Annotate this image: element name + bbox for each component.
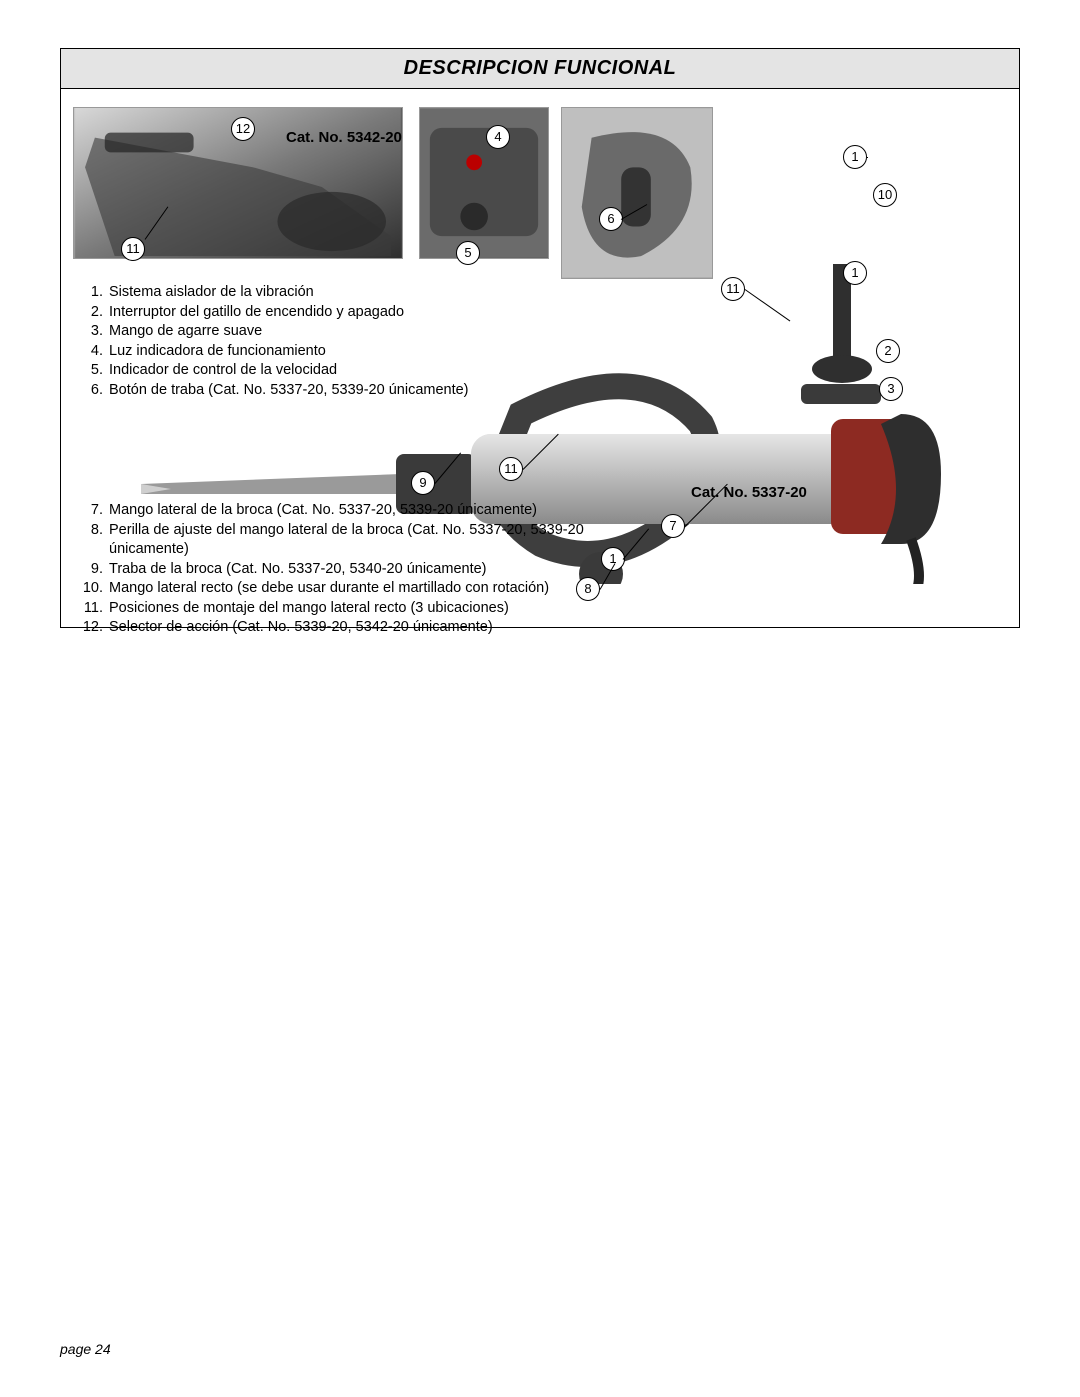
list-item: 1.Sistema aislador de la vibración — [81, 283, 481, 303]
callout-10: 10 — [873, 183, 897, 207]
list-item: 3.Mango de agarre suave — [81, 322, 481, 342]
callout-1-b: 1 — [843, 261, 867, 285]
closeup-illustration — [420, 108, 548, 258]
feature-list-2: 7.Mango lateral de la broca (Cat. No. 53… — [81, 501, 601, 638]
callout-3: 3 — [879, 377, 903, 401]
list-item: 5.Indicador de control de la velocidad — [81, 361, 481, 381]
callout-1-a: 1 — [843, 145, 867, 169]
handle-closeup-illustration — [562, 108, 712, 278]
diagram-content: Cat. No. 5342-20 Cat. No. 5337-20 12 11 … — [61, 89, 1019, 629]
section-title: DESCRIPCION FUNCIONAL — [61, 49, 1019, 89]
list-item: 11.Posiciones de montaje del mango later… — [81, 599, 601, 619]
callout-12: 12 — [231, 117, 255, 141]
photo-closeup-handle — [561, 107, 713, 279]
callout-11-b: 11 — [721, 277, 745, 301]
callout-6: 6 — [599, 207, 623, 231]
callout-7: 7 — [661, 514, 685, 538]
catno-5337: Cat. No. 5337-20 — [691, 484, 807, 501]
list-item: 7.Mango lateral de la broca (Cat. No. 53… — [81, 501, 601, 521]
callout-4: 4 — [486, 125, 510, 149]
feature-list-1: 1.Sistema aislador de la vibración 2.Int… — [81, 283, 481, 400]
callout-11-top: 11 — [121, 237, 145, 261]
list-item: 10.Mango lateral recto (se debe usar dur… — [81, 579, 601, 599]
callout-11-c: 11 — [499, 457, 523, 481]
leader — [867, 157, 868, 158]
list-item: 4.Luz indicadora de funcionamiento — [81, 342, 481, 362]
callout-5: 5 — [456, 241, 480, 265]
page: DESCRIPCION FUNCIONAL — [0, 0, 1080, 1397]
list-item: 12.Selector de acción (Cat. No. 5339-20,… — [81, 618, 601, 638]
list-item: 8.Perilla de ajuste del mango lateral de… — [81, 521, 601, 560]
page-number: page 24 — [60, 1341, 111, 1357]
list-item: 9.Traba de la broca (Cat. No. 5337-20, 5… — [81, 560, 601, 580]
photo-closeup-indicator — [419, 107, 549, 259]
diagram-frame: DESCRIPCION FUNCIONAL — [60, 48, 1020, 628]
list-item: 2.Interruptor del gatillo de encendido y… — [81, 303, 481, 323]
callout-9: 9 — [411, 471, 435, 495]
callout-2: 2 — [876, 339, 900, 363]
catno-5342: Cat. No. 5342-20 — [286, 129, 402, 146]
list-item: 6.Botón de traba (Cat. No. 5337-20, 5339… — [81, 381, 481, 401]
